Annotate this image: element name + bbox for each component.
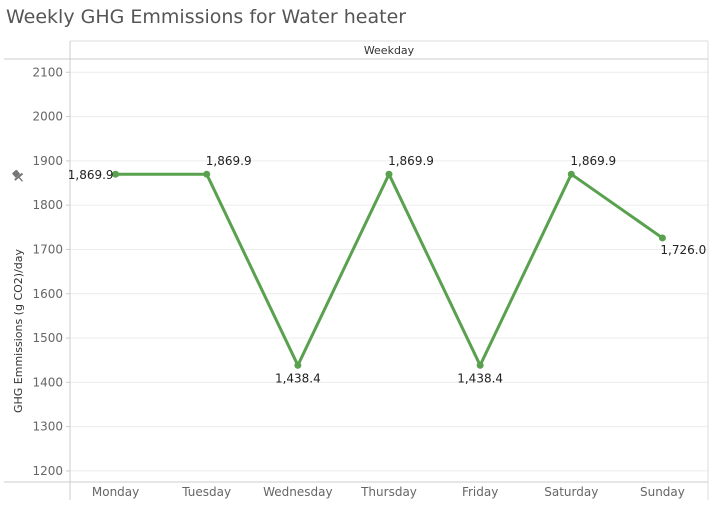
data-label: 1,726.0: [660, 243, 706, 257]
gridlines: [70, 71, 708, 472]
y-axis-title: GHG Emmissions (g CO2)/day: [10, 168, 26, 413]
y-tick-label: 1500: [32, 331, 63, 345]
y-tick-label: 2100: [32, 65, 63, 79]
data-point[interactable]: [112, 170, 120, 178]
series-line: [112, 170, 666, 369]
x-tick-label: Sunday: [640, 485, 685, 499]
x-tick-label: Tuesday: [181, 485, 231, 499]
x-axis-ticks: Monday Tuesday Wednesday Thursday Friday Satu…: [92, 485, 685, 499]
data-point[interactable]: [385, 170, 393, 178]
y-tick-label: 1200: [32, 464, 63, 478]
x-tick-label: Wednesday: [263, 485, 332, 499]
data-label: 1,869.9: [388, 154, 434, 168]
data-point[interactable]: [658, 234, 666, 242]
y-tick-label: 1800: [32, 198, 63, 212]
data-label: 1,438.4: [457, 371, 503, 385]
x-tick-label: Thursday: [360, 485, 417, 499]
y-axis-label: GHG Emmissions (g CO2)/day: [12, 248, 25, 413]
axes: [4, 40, 709, 500]
pin-icon[interactable]: [10, 168, 26, 184]
data-label: 1,869.9: [68, 168, 114, 182]
x-tick-label: Saturday: [544, 485, 598, 499]
y-tick-label: 1700: [32, 242, 63, 256]
data-point[interactable]: [203, 170, 211, 178]
y-tick-label: 1400: [32, 375, 63, 389]
data-label: 1,869.9: [206, 154, 252, 168]
data-labels: 1,869.9 1,869.9 1,438.4 1,869.9 1,438.4 1,869…: [68, 154, 706, 385]
y-tick-label: 1600: [32, 287, 63, 301]
column-header: Weekday: [364, 44, 415, 57]
y-tick-label: 1300: [32, 420, 63, 434]
x-tick-label: Monday: [92, 485, 139, 499]
data-label: 1,438.4: [275, 371, 321, 385]
column-header-label: Weekday: [364, 44, 415, 57]
data-point[interactable]: [476, 361, 484, 369]
data-point[interactable]: [294, 361, 302, 369]
series-path: [115, 172, 664, 367]
chart-title: Weekly GHG Emmissions for Water heater: [6, 6, 407, 28]
y-axis-ticks: 1200 1300 1400 1500 1600 1700 1800 1900 2000 2100: [32, 65, 70, 478]
x-tick-label: Friday: [462, 485, 498, 499]
y-tick-label: 2000: [32, 110, 63, 124]
data-point[interactable]: [567, 170, 575, 178]
data-label: 1,869.9: [570, 154, 616, 168]
y-tick-label: 1900: [32, 154, 63, 168]
